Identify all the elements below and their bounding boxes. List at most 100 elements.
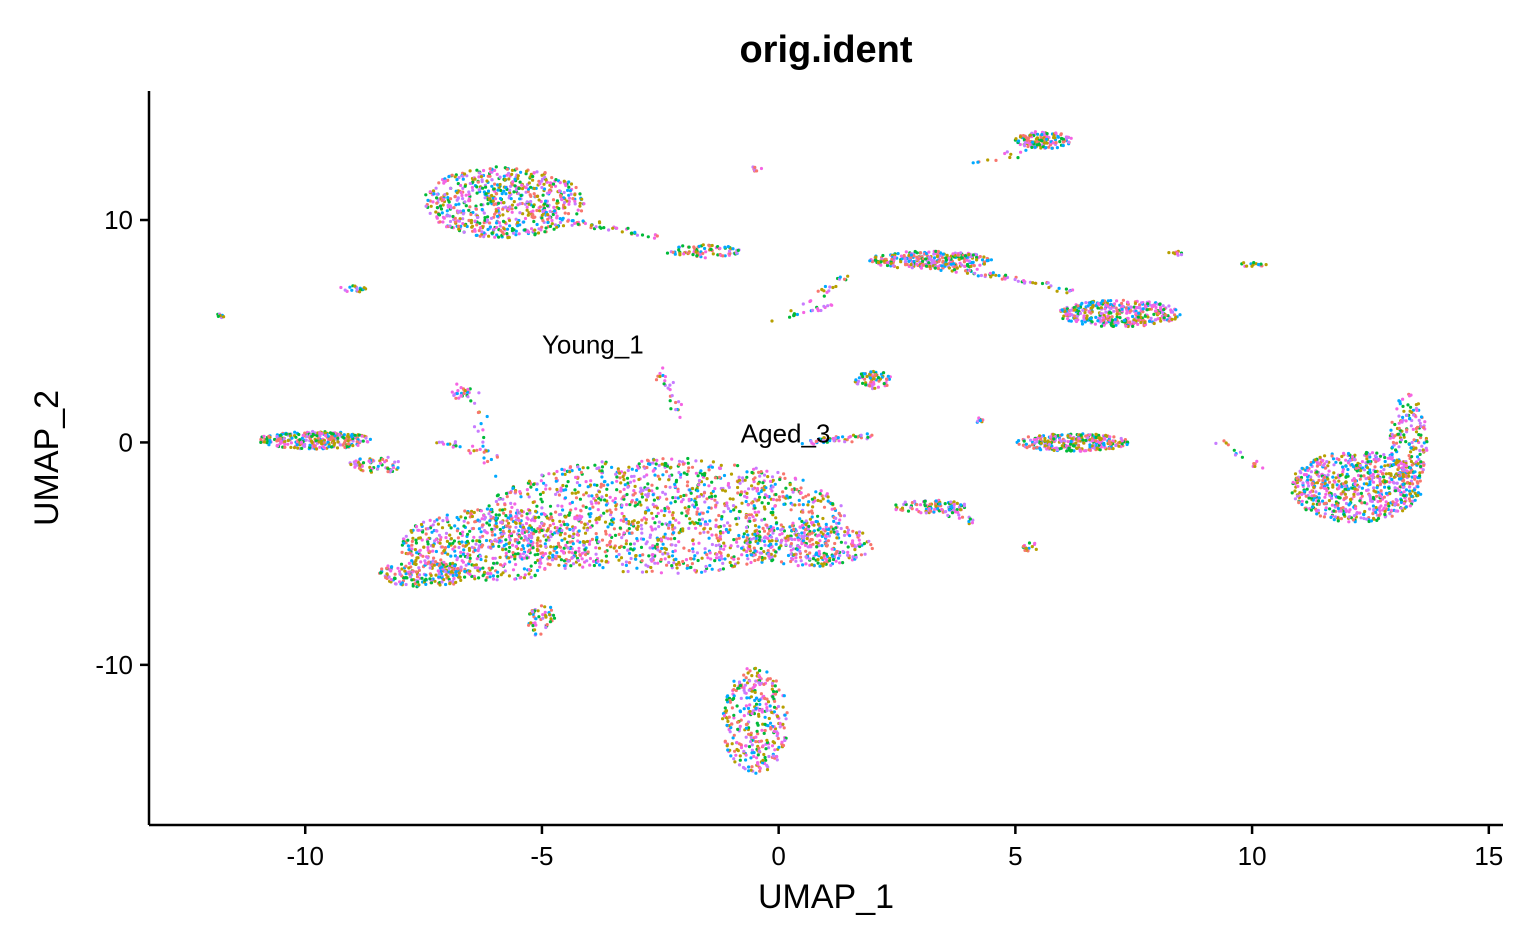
scatter-point [1319,486,1323,490]
scatter-point [551,553,555,557]
scatter-point [525,538,530,542]
scatter-point [610,522,614,527]
scatter-point [461,212,465,216]
scatter-point [836,532,840,536]
scatter-point [1422,441,1426,445]
scatter-point [446,545,451,549]
scatter-point [792,527,796,532]
scatter-point [619,518,623,522]
scatter-point [726,530,731,535]
scatter-point [315,434,319,438]
scatter-point [745,529,749,534]
scatter-point [342,433,346,437]
scatter-point [578,483,582,487]
scatter-point [604,559,609,564]
scatter-point [674,543,678,548]
scatter-point [656,511,660,515]
scatter-point [608,533,612,537]
scatter-point [474,207,478,211]
scatter-point [516,223,520,227]
scatter-point [702,491,707,495]
scatter-point [613,496,618,501]
scatter-point [508,538,512,542]
scatter-point [708,563,712,568]
scatter-point [732,713,736,717]
scatter-point [1324,492,1328,496]
scatter-point [732,679,736,683]
scatter-point [775,537,779,541]
scatter-point [731,504,736,508]
scatter-point [767,544,771,548]
scatter-point [497,536,501,540]
scatter-point [652,468,656,472]
scatter-point [775,755,779,759]
scatter-point [859,553,864,557]
scatter-point [529,575,533,580]
scatter-point [545,180,550,184]
scatter-point [745,475,749,479]
scatter-point [688,556,693,561]
scatter-point [722,714,727,718]
scatter-point [1408,504,1412,508]
scatter-point [495,214,500,218]
scatter-point [1318,514,1322,518]
scatter-point [764,758,768,762]
scatter-point [808,517,813,521]
scatter-point [737,509,742,514]
scatter-point [728,730,732,734]
scatter-point [667,560,671,565]
scatter-point [592,483,597,487]
scatter-point [736,749,740,753]
scatter-point [1363,501,1367,505]
scatter-point [457,518,461,522]
scatter-point [776,470,780,475]
scatter-point [729,563,734,568]
scatter-point [750,689,754,693]
scatter-point [501,548,505,552]
scatter-point [679,500,684,504]
scatter-point [544,538,548,542]
scatter-point [1372,507,1376,512]
scatter-point [1421,448,1425,452]
scatter-point [576,539,580,543]
scatter-point [1407,497,1411,501]
scatter-point [714,518,718,522]
scatter-point [1364,452,1368,456]
scatter-point [742,673,746,677]
scatter-point [579,509,583,513]
scatter-point [831,527,835,531]
scatter-point [502,201,506,205]
scatter-point [563,206,567,210]
scatter-point [678,475,683,479]
scatter-point [730,706,735,710]
scatter-point [519,509,524,513]
scatter-point [1375,457,1379,461]
scatter-point [612,546,616,550]
scatter-point [532,186,536,191]
scatter-point [829,530,833,534]
scatter-point [430,530,434,534]
scatter-point [757,525,761,529]
scatter-point [379,571,383,575]
scatter-point [498,539,502,543]
scatter-point [1334,476,1338,480]
scatter-point [428,526,433,530]
scatter-point [747,516,752,520]
scatter-point [747,732,751,736]
scatter-point [1391,500,1395,504]
scatter-point [765,706,769,710]
scatter-point [563,522,567,527]
scatter-point [757,673,761,678]
scatter-point [663,557,667,561]
scatter-point [754,706,758,711]
scatter-point [486,215,490,219]
scatter-point [1082,314,1086,318]
scatter-point [416,556,420,560]
scatter-point [1405,428,1409,432]
scatter-point [468,169,472,173]
scatter-point [620,511,624,516]
scatter-point [1351,518,1355,522]
scatter-point [731,497,735,501]
scatter-point [760,560,764,564]
scatter-point [365,440,369,444]
